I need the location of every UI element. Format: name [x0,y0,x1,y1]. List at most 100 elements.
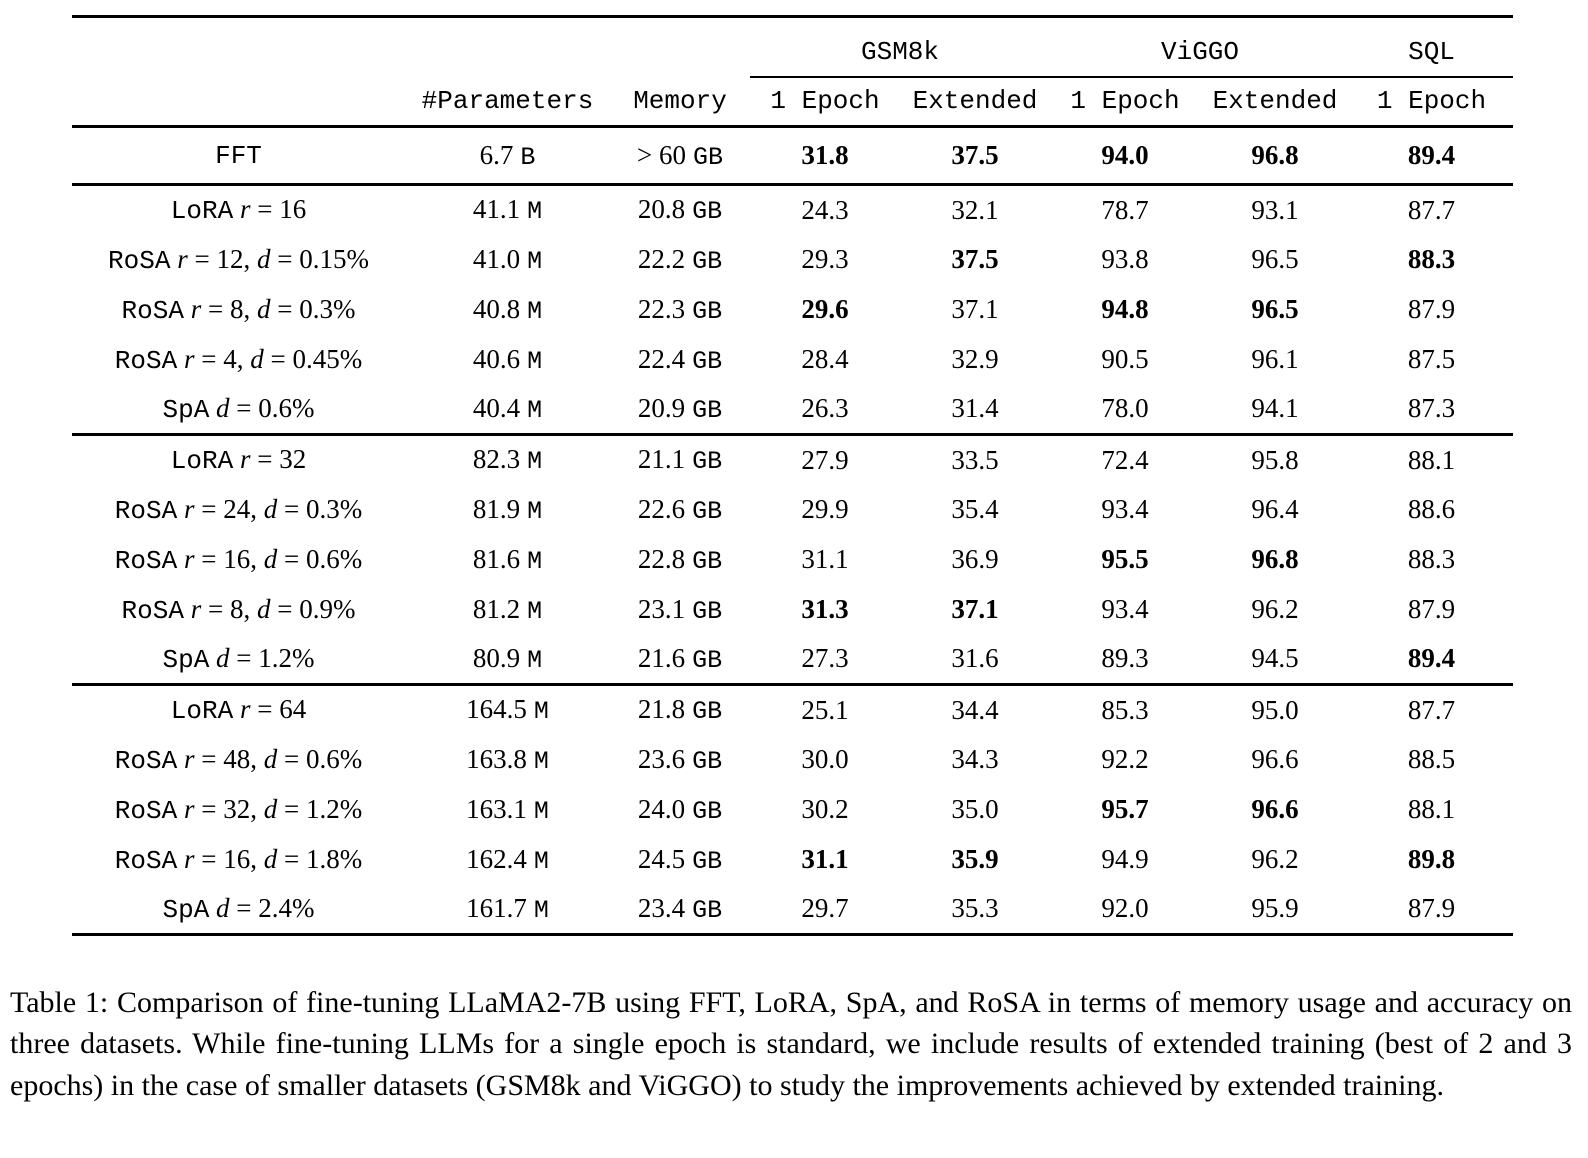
score-cell: 94.8 [1101,294,1149,324]
score-cell: 87.9 [1407,294,1456,324]
value-unit: M [527,197,543,227]
table-row: RoSA r = 12, d = 0.15% 41.0 M 22.2 GB 29.3 37.… [72,235,1513,285]
score-cell: 87.9 [1407,893,1456,924]
score-cell: 89.3 [1101,643,1149,674]
params-cell: 41.0 M [405,235,610,285]
value-number: 40.4 [472,392,521,423]
score-cell: 29.3 [801,244,849,274]
value-unit: M [527,546,543,576]
value-unit: GB [692,645,723,675]
memory-cell: 23.4 GB [610,885,750,935]
score-cell: 85.3 [1050,683,1200,735]
score-cell: 31.1 [801,844,849,874]
table-row: RoSA r = 4, d = 0.45% 40.6 M 22.4 GB 28.4 32.9… [72,335,1513,385]
column-header: 1 Epoch [770,86,880,117]
score-cell: 95.0 [1200,683,1350,735]
score-cell: 32.1 [900,183,1050,235]
results-table: GSM8k ViGGO SQL #Parameters Memory 1 Epoch Ext… [72,15,1513,936]
value-number: > 60 [637,139,686,170]
params-cell: 81.2 M [405,585,610,635]
score-cell: 96.2 [1251,594,1299,624]
value-number: 164.5 [466,694,527,725]
score-cell: 78.0 [1101,393,1149,424]
method-name: RoSA [114,345,178,376]
method-name: RoSA [108,245,171,276]
dataset-header-sql: SQL [1350,16,1513,78]
column-header: Memory [633,85,727,116]
value-number: 161.7 [466,892,527,923]
score-cell: 88.6 [1407,494,1456,524]
method-label: RoSA r = 8, d = 0.3% [72,285,405,335]
memory-cell: 20.9 GB [610,385,750,435]
memory-cell: 23.6 GB [610,735,750,785]
method-name: LoRA [170,446,234,477]
score-cell: 96.4 [1251,494,1299,524]
table-row: RoSA r = 16, d = 1.8% 162.4 M 24.5 GB 31.1 35.… [72,835,1513,885]
value-unit: GB [692,246,723,276]
score-cell: 95.5 [1101,544,1149,574]
value-unit: GB [692,546,723,576]
column-header: 1 Epoch [1070,86,1180,117]
score-cell: 94.9 [1101,844,1149,874]
table-row: LoRA r = 64 164.5 M 21.8 GB 25.1 34.4 85.3 95.0 8… [72,683,1513,735]
score-cell: 37.1 [951,294,999,324]
score-cell: 31.8 [750,125,900,185]
method-config: r = 48, d = 0.6% [183,743,363,774]
value-unit: M [527,645,543,675]
score-cell: 88.3 [1407,244,1456,274]
memory-cell: 21.6 GB [610,635,750,685]
params-cell: 163.1 M [405,785,610,835]
params-cell: 81.6 M [405,535,610,585]
value-unit: M [533,746,549,776]
method-label: RoSA r = 16, d = 0.6% [72,535,405,585]
dataset-header-row: GSM8k ViGGO SQL [72,16,1513,78]
score-cell: 89.8 [1407,844,1456,874]
table-row: RoSA r = 24, d = 0.3% 81.9 M 22.6 GB 29.9 35.4… [72,485,1513,535]
value-unit: GB [692,142,723,172]
score-cell: 35.9 [951,844,999,874]
table-row: SpA d = 1.2% 80.9 M 21.6 GB 27.3 31.6 89.3 94.5 8… [72,635,1513,685]
method-config: r = 32 [239,444,307,475]
value-unit: GB [692,846,723,876]
method-config: r = 24, d = 0.3% [183,493,363,524]
score-cell: 93.1 [1200,183,1350,235]
method-label: LoRA r = 16 [72,183,405,235]
score-cell: 88.1 [1407,794,1456,824]
score-cell: 30.2 [801,794,849,824]
value-unit: M [527,246,543,276]
score-cell: 35.4 [951,494,999,524]
method-config: d = 1.2% [216,642,315,673]
method-config: r = 16, d = 1.8% [183,843,363,874]
value-unit: M [533,796,549,826]
memory-cell: 22.3 GB [610,285,750,335]
header-spacer [72,77,405,127]
column-header: Extended [912,86,1038,117]
score-cell: 96.8 [1251,544,1299,574]
method-label: LoRA r = 64 [72,683,405,735]
method-name: RoSA [114,745,178,776]
score-cell: 88.5 [1407,744,1456,774]
value-number: 81.6 [472,543,521,574]
score-cell: 88.1 [1350,433,1513,485]
score-cell: 93.8 [1101,244,1149,274]
method-name: RoSA [114,545,178,576]
dataset-header-gsm8k: GSM8k [750,16,1050,78]
value-unit: GB [692,395,723,425]
params-cell: 41.1 M [405,183,610,235]
memory-cell: 21.1 GB [610,433,750,485]
score-cell: 92.0 [1101,893,1149,924]
value-number: 22.8 [637,543,686,574]
params-cell: 164.5 M [405,683,610,735]
value-unit: M [533,697,549,727]
table-caption: Table 1: Comparison of fine-tuning LLaMA… [10,986,1572,1102]
value-number: 20.9 [637,392,686,423]
table-row: RoSA r = 16, d = 0.6% 81.6 M 22.8 GB 31.1 36.9… [72,535,1513,585]
score-cell: 29.9 [801,494,849,524]
value-number: 40.6 [472,343,521,374]
method-label: RoSA r = 24, d = 0.3% [72,485,405,535]
column-header: 1 Epoch [1376,86,1487,117]
table-row: RoSA r = 8, d = 0.9% 81.2 M 23.1 GB 31.3 37.1 9… [72,585,1513,635]
score-cell: 26.3 [801,393,849,424]
value-number: 41.0 [472,243,521,274]
score-cell: 96.5 [1251,244,1299,274]
